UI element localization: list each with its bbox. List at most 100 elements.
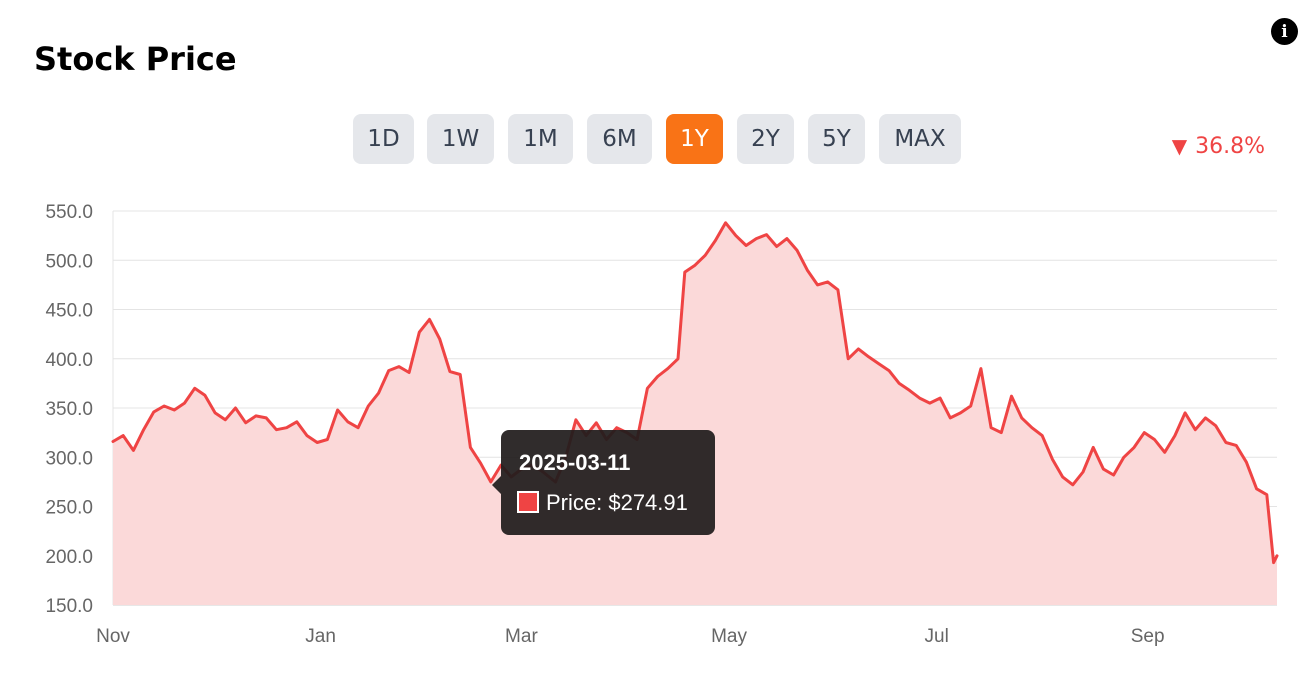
data-point (1133, 446, 1136, 449)
range-button-max[interactable]: MAX (879, 114, 961, 164)
data-point (265, 416, 268, 419)
range-button-1m[interactable]: 1M (508, 114, 573, 164)
price-change: ▼ 36.8% (1172, 134, 1265, 159)
data-point (1092, 446, 1095, 449)
price-area (113, 222, 1277, 606)
data-point (1082, 471, 1085, 474)
x-tick-label: Sep (1131, 626, 1165, 647)
x-tick-label: Mar (505, 626, 538, 647)
data-point (928, 402, 931, 405)
data-point (193, 387, 196, 390)
price-line (111, 221, 1279, 565)
data-point (666, 367, 669, 370)
data-point (1163, 451, 1166, 454)
data-point (214, 411, 217, 414)
data-point (377, 392, 380, 395)
data-point (990, 426, 993, 429)
data-point (408, 371, 411, 374)
y-tick-label: 550.0 (45, 202, 93, 223)
range-button-1w[interactable]: 1W (427, 114, 494, 164)
data-point (724, 221, 727, 224)
data-point (908, 389, 911, 392)
data-point (867, 355, 870, 358)
data-point (1214, 424, 1217, 427)
data-point (969, 405, 972, 408)
data-point (1112, 473, 1115, 476)
data-point (806, 269, 809, 272)
data-point (285, 426, 288, 429)
data-point (734, 234, 737, 237)
data-point (816, 283, 819, 286)
data-point (387, 369, 390, 372)
data-point (1255, 487, 1258, 490)
data-point (785, 237, 788, 240)
data-point (1051, 458, 1054, 461)
data-point (397, 365, 400, 368)
data-point (367, 405, 370, 408)
data-point (836, 288, 839, 291)
data-point (1224, 441, 1227, 444)
down-arrow-icon: ▼ (1171, 134, 1188, 158)
data-point (336, 408, 339, 411)
range-button-1d[interactable]: 1D (353, 114, 414, 164)
range-button-1y[interactable]: 1Y (666, 114, 723, 164)
x-tick-label: May (711, 626, 747, 647)
data-point (755, 237, 758, 240)
data-point (1184, 411, 1187, 414)
page-title: Stock Price (34, 40, 237, 78)
data-point (1265, 493, 1268, 496)
data-point (745, 244, 748, 247)
y-axis: 550.0 500.0 450.0 400.0 350.0 300.0 250.0 200.0… (45, 202, 93, 617)
data-point (132, 449, 135, 452)
tooltip-caret (492, 476, 501, 494)
data-point (1276, 554, 1279, 557)
data-point (428, 318, 431, 321)
data-point (1010, 395, 1013, 398)
data-point (326, 438, 329, 441)
data-point (714, 239, 717, 242)
data-point (888, 369, 891, 372)
range-button-5y[interactable]: 5Y (808, 114, 865, 164)
tooltip-price: Price: $274.91 (546, 490, 688, 515)
y-tick-label: 350.0 (45, 399, 93, 420)
data-point (1245, 461, 1248, 464)
data-point (683, 271, 686, 274)
data-point (448, 370, 451, 373)
data-point (1153, 438, 1156, 441)
data-point (112, 440, 115, 443)
data-point (959, 411, 962, 414)
tooltip-swatch (517, 491, 539, 513)
info-icon[interactable]: i (1271, 18, 1298, 45)
price-tooltip: 2025-03-11 Price: $274.91 (492, 430, 715, 535)
data-point (939, 397, 942, 400)
data-point (615, 426, 618, 429)
range-button-2y[interactable]: 2Y (737, 114, 794, 164)
data-point (857, 347, 860, 350)
data-point (1000, 431, 1003, 434)
data-point (1102, 468, 1105, 471)
y-tick-label: 450.0 (45, 301, 93, 322)
data-point (479, 462, 482, 465)
y-tick-label: 150.0 (45, 596, 93, 617)
data-point (418, 331, 421, 334)
data-point (346, 420, 349, 423)
x-axis: Nov Jan Mar May Jul Sep (96, 626, 1164, 647)
data-point (646, 387, 649, 390)
price-change-value: 36.8% (1195, 134, 1265, 159)
x-tick-label: Jan (305, 626, 336, 647)
data-point (676, 357, 679, 360)
data-point (574, 418, 577, 421)
data-point (1204, 416, 1207, 419)
range-button-6m[interactable]: 6M (587, 114, 652, 164)
data-point (1071, 483, 1074, 486)
data-point (163, 405, 166, 408)
data-point (469, 446, 472, 449)
data-point (1235, 444, 1238, 447)
data-point (173, 408, 176, 411)
data-point (295, 420, 298, 423)
data-point (918, 397, 921, 400)
data-point (877, 362, 880, 365)
data-point (595, 421, 598, 424)
data-point (224, 418, 227, 421)
